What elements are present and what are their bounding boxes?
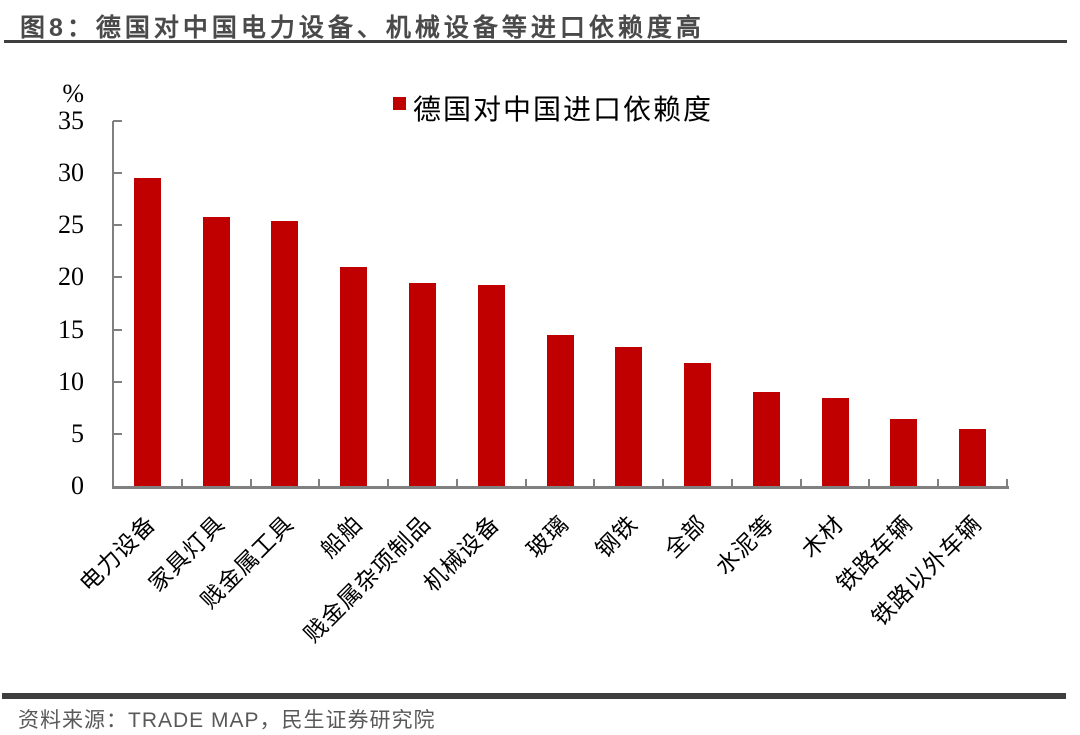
y-axis-tick-label: 0 <box>71 471 84 500</box>
bar <box>202 216 230 486</box>
x-axis-tick <box>455 479 458 486</box>
x-axis-tick <box>524 479 527 486</box>
x-axis-tick <box>730 479 733 486</box>
x-axis-category-label: 机械设备 <box>419 511 505 597</box>
y-axis-tick <box>113 120 122 122</box>
x-axis-category-label: 玻璃 <box>522 511 574 563</box>
chart-legend: 德国对中国进口依赖度 <box>393 88 713 128</box>
bar <box>340 267 368 486</box>
bar <box>684 362 712 486</box>
y-axis-tick <box>113 172 122 175</box>
x-axis-tick <box>799 479 802 486</box>
bar <box>752 392 780 486</box>
x-axis-tick <box>180 479 183 486</box>
bar <box>615 347 643 486</box>
import-dependence-bar-chart: 德国对中国进口依赖度 % 0 5 10 15 20 25 30 35 电力设备 家具灯具 贱金属工具… <box>0 44 1080 684</box>
y-axis-tick-label: 35 <box>58 106 84 135</box>
y-axis-tick <box>113 224 122 227</box>
x-axis-tick <box>868 479 871 486</box>
bar <box>477 284 505 486</box>
y-axis-tick <box>113 276 122 279</box>
footer-rule <box>2 693 1066 699</box>
bar <box>133 178 161 486</box>
y-axis-tick <box>113 432 122 435</box>
y-axis-tick <box>113 328 122 331</box>
title-underline <box>4 40 1067 43</box>
x-axis-category-label: 贱金属杂项制品 <box>299 511 437 648</box>
x-axis-category-label: 木材 <box>797 511 849 563</box>
legend-series-label: 德国对中国进口依赖度 <box>413 95 714 126</box>
x-axis-category-label: 钢铁 <box>590 511 643 563</box>
y-axis-unit-label: % <box>62 79 84 108</box>
bar <box>271 221 299 486</box>
x-axis-category-label: 全部 <box>659 511 712 563</box>
figure-title: 图8：德国对中国电力设备、机械设备等进口依赖度高 <box>20 14 705 42</box>
y-axis-tick-label: 10 <box>58 366 84 396</box>
y-axis-tick-label: 15 <box>58 314 84 344</box>
x-axis-category-label: 水泥等 <box>711 511 780 580</box>
bar <box>890 419 918 486</box>
y-axis-tick-label: 30 <box>58 158 84 188</box>
bar <box>546 334 574 486</box>
y-axis-tick <box>113 380 122 383</box>
x-axis-tick <box>1006 479 1008 486</box>
x-axis-category-label: 船舶 <box>315 511 368 563</box>
x-axis-line <box>112 486 1009 489</box>
y-axis-line <box>112 121 114 488</box>
x-axis-tick <box>662 479 665 486</box>
bar <box>821 398 849 486</box>
y-axis-tick-label: 20 <box>58 262 84 292</box>
x-axis-tick <box>249 479 252 486</box>
bar <box>408 282 436 486</box>
x-axis-tick <box>937 479 940 486</box>
bar <box>959 428 987 486</box>
source-line: 资料来源：TRADE MAP，民生证券研究院 <box>18 709 436 732</box>
x-axis-tick <box>593 479 596 486</box>
x-axis-tick <box>387 479 390 486</box>
legend-color-swatch-icon <box>393 97 406 110</box>
x-axis-tick <box>318 479 321 486</box>
y-axis-tick-label: 25 <box>58 210 84 240</box>
y-axis-tick-label: 5 <box>71 418 84 448</box>
